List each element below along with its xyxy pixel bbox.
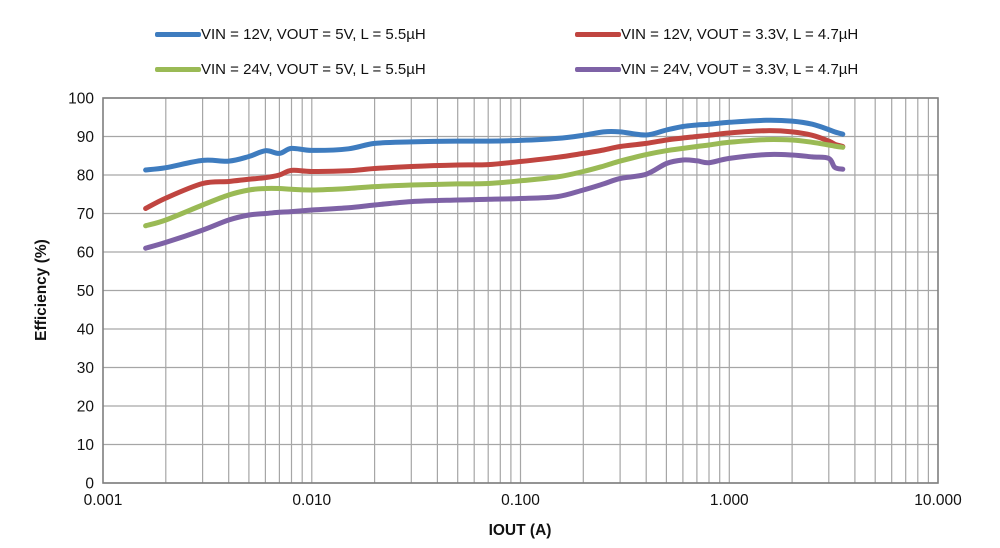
legend-item-3: VIN = 24V, VOUT = 3.3V, L = 4.7µH (575, 59, 965, 80)
legend-line-swatch-0 (155, 32, 201, 37)
legend-label-2: VIN = 24V, VOUT = 5V, L = 5.5µH (201, 61, 426, 78)
y-tick-label-100: 100 (68, 91, 94, 108)
x-tick-label-4: 10.000 (914, 492, 962, 509)
legend-label-3: VIN = 24V, VOUT = 3.3V, L = 4.7µH (621, 61, 859, 78)
y-tick-label-90: 90 (77, 129, 95, 146)
chart-legend: VIN = 12V, VOUT = 5V, L = 5.5µH VIN = 12V… (155, 24, 965, 80)
legend-item-2: VIN = 24V, VOUT = 5V, L = 5.5µH (155, 59, 575, 80)
y-tick-label-20: 20 (77, 399, 95, 416)
series-line-1 (143, 128, 846, 211)
series-line-0 (143, 117, 846, 173)
x-tick-label-1: 0.010 (292, 492, 331, 509)
legend-label-1: VIN = 12V, VOUT = 3.3V, L = 4.7µH (621, 26, 859, 43)
y-tick-label-0: 0 (85, 476, 94, 493)
y-tick-label-50: 50 (77, 283, 95, 300)
legend-item-1: VIN = 12V, VOUT = 3.3V, L = 4.7µH (575, 24, 965, 45)
x-tick-label-3: 1.000 (710, 492, 749, 509)
y-axis-title: Efficiency (%) (33, 239, 50, 341)
series-line-3 (143, 151, 846, 251)
legend-label-0: VIN = 12V, VOUT = 5V, L = 5.5µH (201, 26, 426, 43)
x-tick-label-0: 0.001 (84, 492, 123, 509)
legend-line-swatch-2 (155, 67, 201, 72)
x-axis-title: IOUT (A) (488, 522, 552, 539)
y-tick-label-60: 60 (77, 245, 95, 262)
legend-line-swatch-1 (575, 32, 621, 37)
legend-item-0: VIN = 12V, VOUT = 5V, L = 5.5µH (155, 24, 575, 45)
y-tick-label-40: 40 (77, 322, 95, 339)
y-tick-label-70: 70 (77, 206, 95, 223)
x-tick-label-2: 0.100 (501, 492, 540, 509)
y-tick-label-10: 10 (77, 437, 95, 454)
y-tick-label-80: 80 (77, 168, 95, 185)
y-tick-label-30: 30 (77, 360, 95, 377)
plot-border (102, 97, 939, 484)
series-line-2 (143, 136, 846, 229)
legend-line-swatch-3 (575, 67, 621, 72)
